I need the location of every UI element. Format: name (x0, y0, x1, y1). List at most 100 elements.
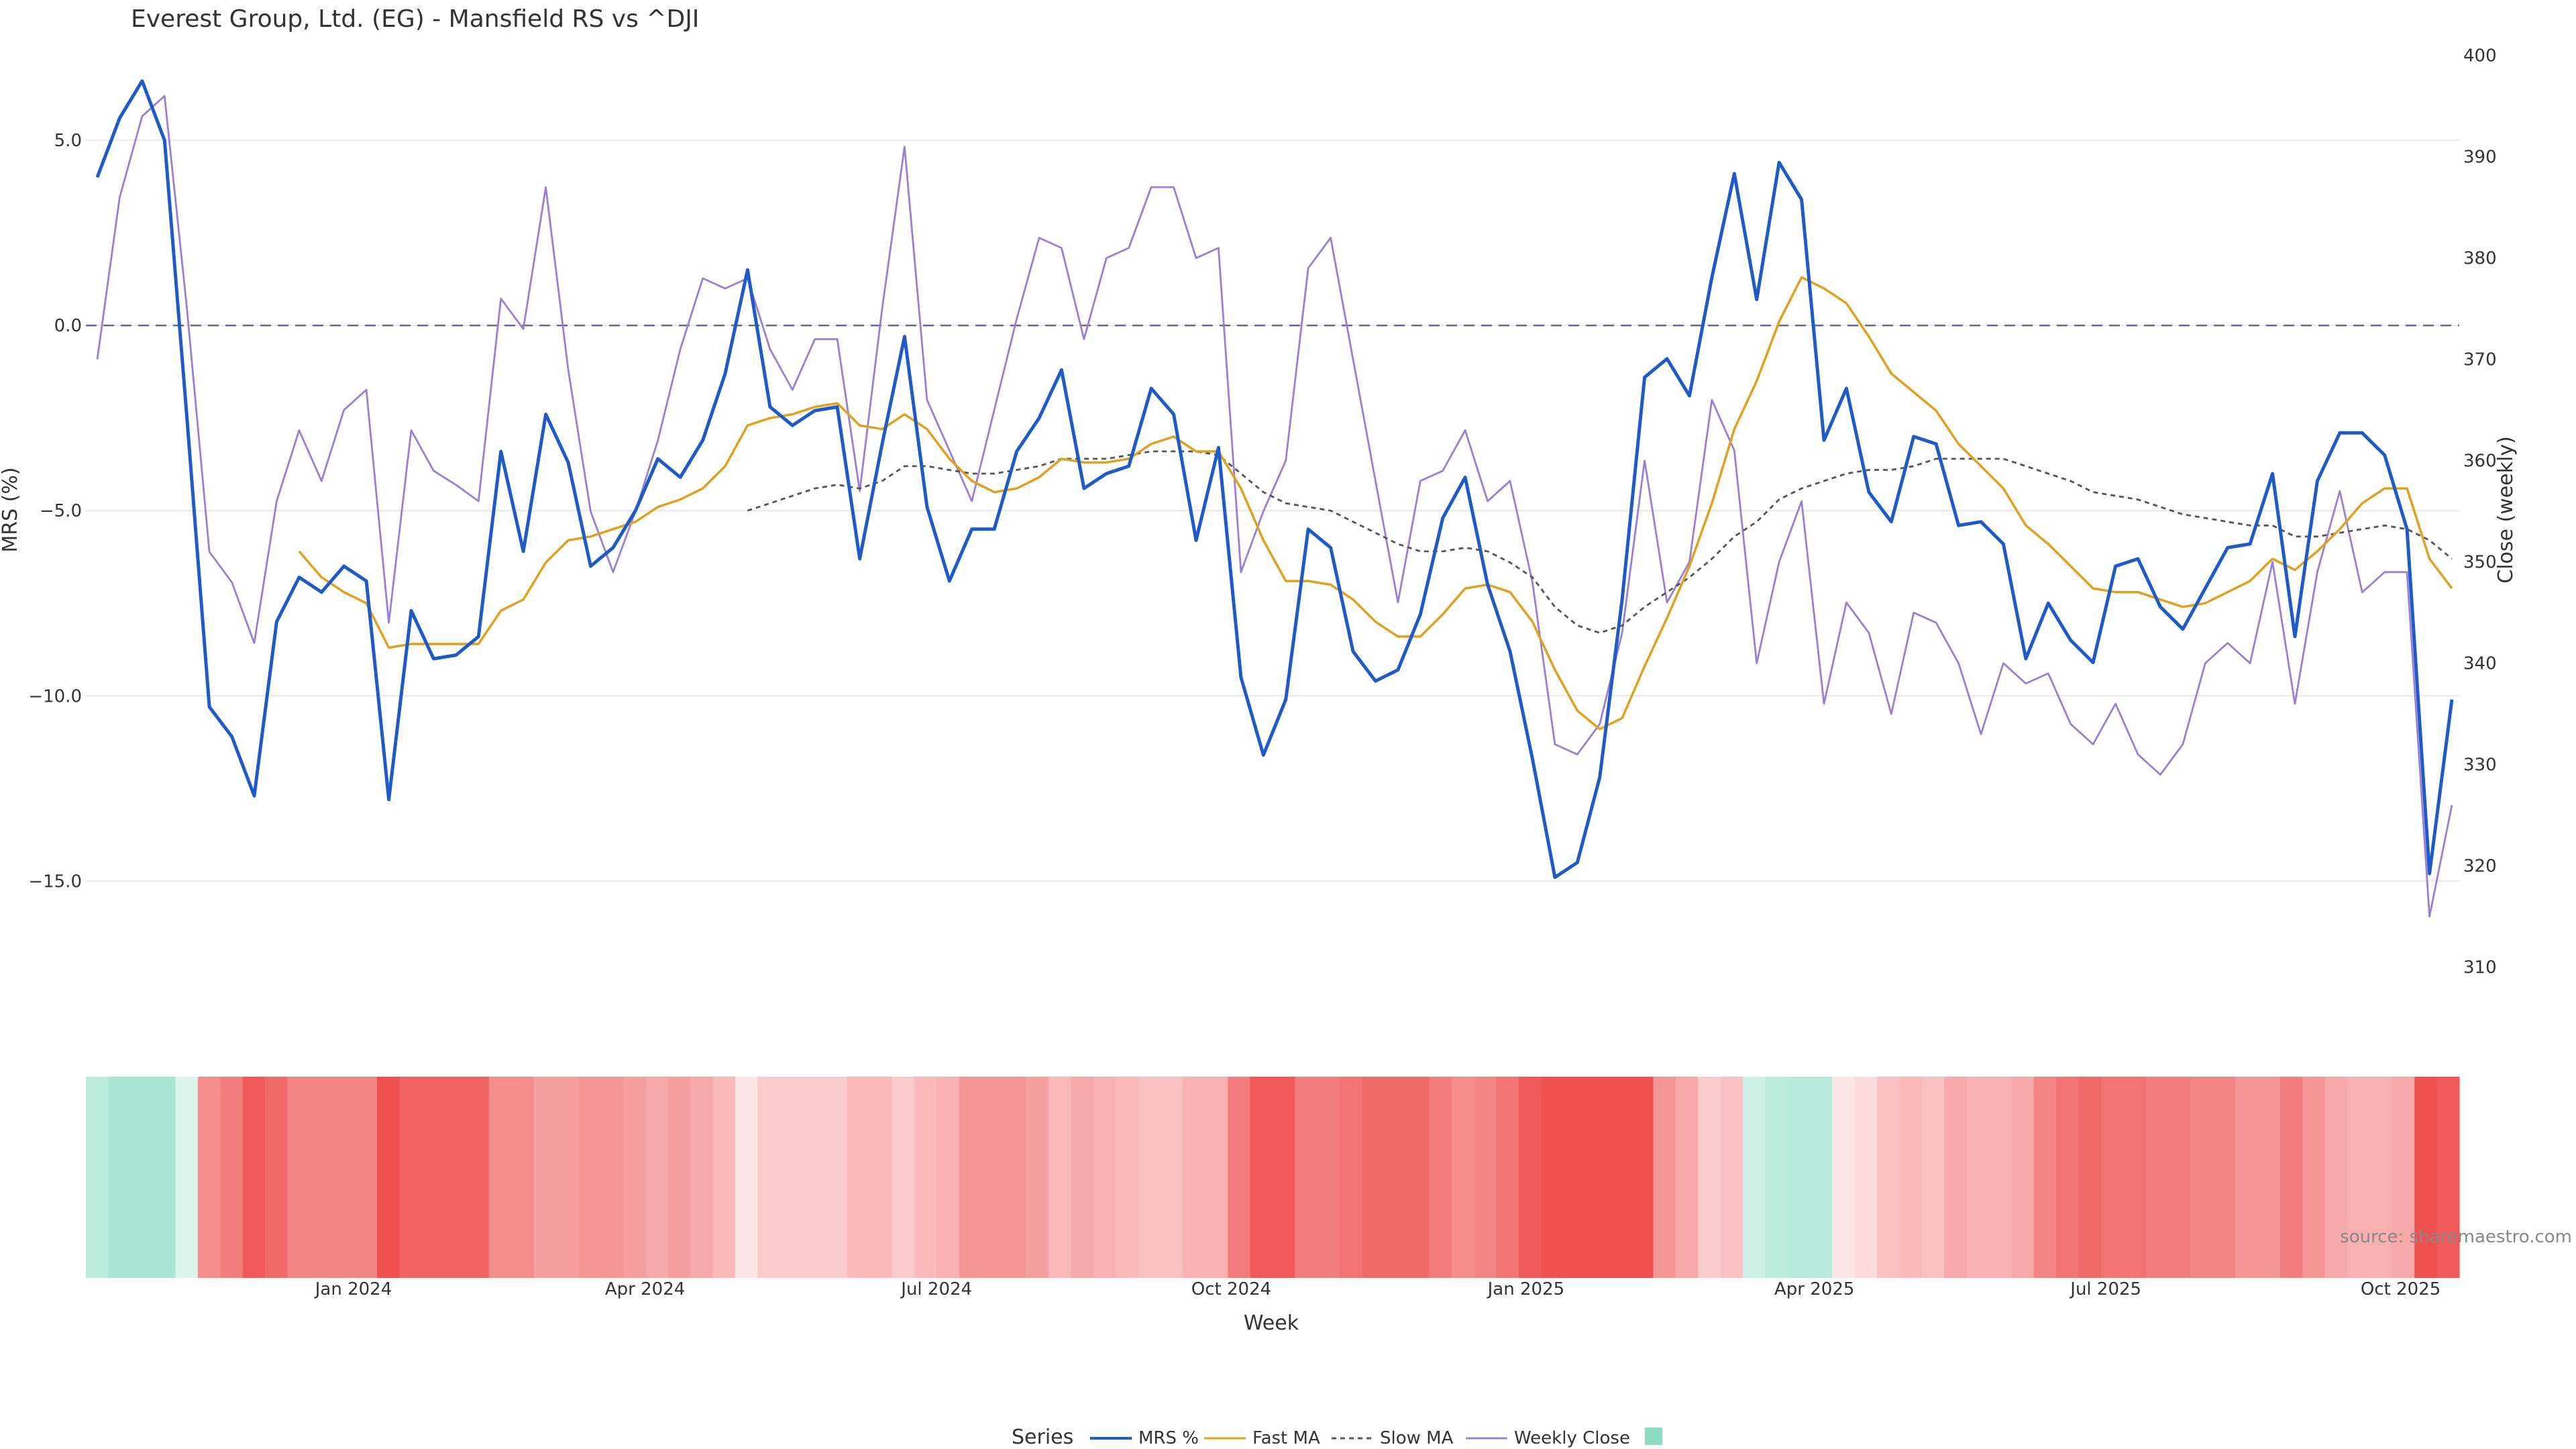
heatmap-cell (2033, 1077, 2057, 1278)
x-tick-label: Oct 2024 (1191, 1279, 1271, 1299)
heatmap-cell (2414, 1077, 2438, 1278)
heatmap-cell (533, 1077, 557, 1278)
heatmap-cell (1340, 1077, 1363, 1278)
heatmap-cell (757, 1077, 781, 1278)
heatmap-cell (824, 1077, 848, 1278)
y-left-tick-label: −5.0 (40, 501, 82, 521)
heatmap-cell (108, 1077, 131, 1278)
heatmap-cell (712, 1077, 736, 1278)
heatmap-cell (847, 1077, 870, 1278)
heatmap-cell (1631, 1077, 1654, 1278)
heatmap-cell (265, 1077, 288, 1278)
heatmap-cell (1183, 1077, 1206, 1278)
y-axis-left-title: MRS (%) (0, 467, 22, 552)
x-axis-title: Week (1244, 1311, 1299, 1335)
heatmap-cell (399, 1077, 423, 1278)
heatmap-cell (667, 1077, 691, 1278)
heatmap-cell (466, 1077, 490, 1278)
y-right-tick-label: 400 (2463, 46, 2497, 66)
heatmap-cell (1519, 1077, 1542, 1278)
heatmap-cell (1810, 1077, 1833, 1278)
heatmap-cell (287, 1077, 311, 1278)
heatmap-cell (1205, 1077, 1228, 1278)
heatmap-cell (981, 1077, 1005, 1278)
heatmap-cell (1049, 1077, 1072, 1278)
heatmap-cell (802, 1077, 826, 1278)
y-right-tick-label: 310 (2463, 958, 2497, 978)
heatmap-cell (690, 1077, 714, 1278)
y-right-tick-label: 360 (2463, 451, 2497, 472)
heatmap-cell (2235, 1077, 2259, 1278)
heatmap-cell (1384, 1077, 1407, 1278)
heatmap-cell (2190, 1077, 2214, 1278)
y-left-tick-label: −10.0 (28, 686, 82, 706)
source-label: source: sharemaestro.com (2340, 1227, 2572, 1247)
heatmap-cell (1921, 1077, 1945, 1278)
heatmap-cell (2369, 1077, 2393, 1278)
heatmap-cell (1228, 1077, 1251, 1278)
heatmap-cell (1586, 1077, 1609, 1278)
heatmap-cell (1675, 1077, 1699, 1278)
y-axis-right-title: Close (weekly) (2494, 436, 2518, 584)
heatmap-cell (242, 1077, 266, 1278)
heatmap-cell (1474, 1077, 1497, 1278)
heatmap-cell (488, 1077, 512, 1278)
heatmap-cell (1966, 1077, 1990, 1278)
heatmap-cell (1407, 1077, 1430, 1278)
heatmap-strip (86, 1077, 2460, 1278)
heatmap-cell (892, 1077, 915, 1278)
heatmap-cell (936, 1077, 960, 1278)
series-lines (95, 79, 2454, 918)
heatmap-cell (1138, 1077, 1161, 1278)
heatmap-cell (197, 1077, 221, 1278)
heatmap-cell (1989, 1077, 2012, 1278)
legend: Series MRS % Fast MA Slow MA Weekly Close (1012, 1426, 1662, 1449)
heatmap-cell (2078, 1077, 2102, 1278)
heatmap-cell (1877, 1077, 1900, 1278)
heatmap-cell (1273, 1077, 1295, 1278)
heatmap-cell (1854, 1077, 1878, 1278)
heatmap-cell (444, 1077, 468, 1278)
x-tick-label: Jan 2025 (1487, 1279, 1565, 1299)
right-axis-ticks: 310 320 330 340 350 360 370 380 390 400 (2463, 46, 2497, 978)
heatmap-cell (600, 1077, 624, 1278)
heatmap-cell (1541, 1077, 1564, 1278)
heatmap-cell (1093, 1077, 1116, 1278)
heatmap-cell (2011, 1077, 2035, 1278)
heatmap-cell (1496, 1077, 1519, 1278)
heatmap-cell (2056, 1077, 2080, 1278)
fast-ma-series-line (298, 276, 2453, 731)
heatmap-cell (332, 1077, 356, 1278)
heatmap-cell (2302, 1077, 2326, 1278)
grid (86, 140, 2459, 882)
heatmap-cell (1004, 1077, 1027, 1278)
legend-title: Series (1012, 1426, 1073, 1449)
heatmap-cell (1742, 1077, 1766, 1278)
heatmap-cell (1317, 1077, 1340, 1278)
heatmap-cell (869, 1077, 893, 1278)
x-tick-label: Jul 2025 (2069, 1279, 2141, 1299)
heatmap-cell (1653, 1077, 1676, 1278)
heatmap-cell (309, 1077, 333, 1278)
heatmap-cell (2212, 1077, 2236, 1278)
y-right-tick-label: 380 (2463, 249, 2497, 269)
heatmap-cell (421, 1077, 445, 1278)
y-right-tick-label: 340 (2463, 654, 2497, 674)
y-right-tick-label: 320 (2463, 857, 2497, 877)
mrs-series-line (95, 79, 2454, 879)
heatmap-cell (2436, 1077, 2460, 1278)
legend-entry-label: Slow MA (1380, 1428, 1454, 1448)
legend-entry-label: Weekly Close (1514, 1428, 1630, 1448)
heatmap-cell (1899, 1077, 1923, 1278)
heatmap-cell (1832, 1077, 1856, 1278)
chart-title: Everest Group, Ltd. (EG) - Mansfield RS … (131, 5, 699, 33)
heatmap-cell (175, 1077, 199, 1278)
heatmap-cell (645, 1077, 669, 1278)
heatmap-cell (780, 1077, 803, 1278)
x-axis-ticks: Jan 2024 Apr 2024 Jul 2024 Oct 2024 Jan 2025… (314, 1279, 2441, 1299)
heatmap-cell (220, 1077, 244, 1278)
y-left-tick-label: 5.0 (54, 131, 82, 151)
heatmap-cell (1765, 1077, 1788, 1278)
heatmap-cell (1698, 1077, 1721, 1278)
